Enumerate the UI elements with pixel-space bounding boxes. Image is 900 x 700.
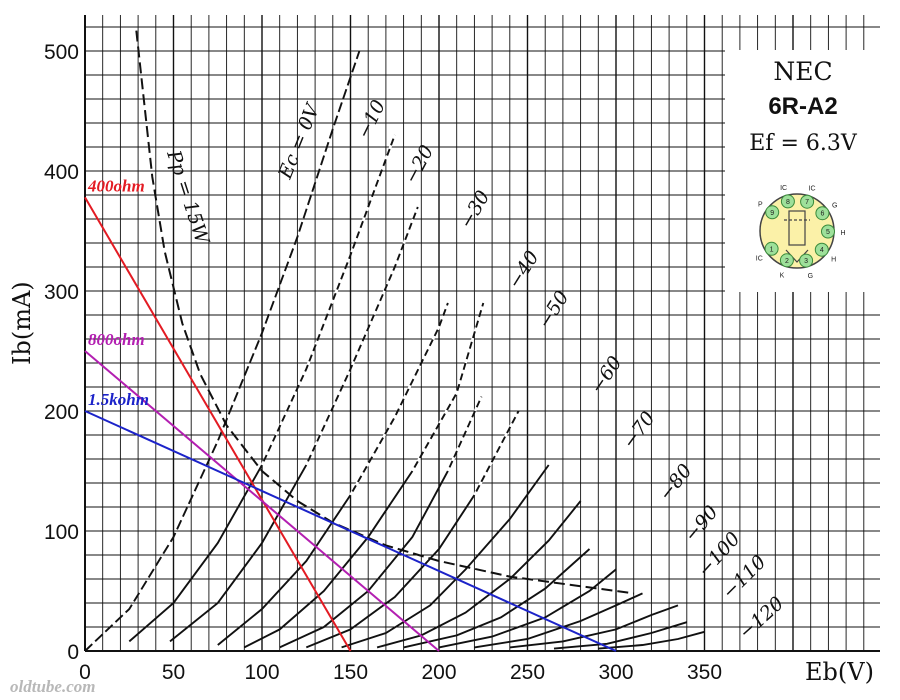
plot-grid [84, 15, 880, 652]
load-line-label: 800ohm [88, 330, 145, 349]
pin-function-label: IC [780, 185, 787, 192]
grid-bias-curves [84, 50, 705, 652]
y-axis-label: Ib(mA) [8, 281, 36, 365]
x-tick-label: 50 [162, 661, 185, 684]
pin-circle [800, 194, 815, 209]
grid-bias-curve [598, 630, 705, 650]
watermark: oldtube.com [10, 677, 95, 696]
curve-dash-overlay [473, 410, 520, 496]
y-tick-label: 500 [44, 41, 79, 64]
pin-function-label: IC [809, 186, 816, 193]
grid-bias-curve [403, 548, 591, 649]
pin-circle [815, 206, 830, 221]
pin-number: 9 [770, 210, 774, 217]
y-tick-label: 0 [67, 641, 79, 664]
pin-circle [764, 241, 779, 256]
pin-function-label: H [831, 257, 836, 264]
pin-function-label: K [780, 273, 785, 280]
load-line [84, 196, 352, 652]
pin-number: 7 [805, 199, 809, 206]
load-line [84, 350, 440, 652]
y-tick-label: 100 [44, 521, 79, 544]
pin-circle [765, 205, 780, 220]
grid-bias-curve [84, 50, 361, 652]
load-line-label: 1.5kohm [88, 390, 149, 409]
load-line [84, 410, 617, 652]
pin-function-label: IC [756, 255, 763, 262]
grid-bias-curve [509, 604, 679, 649]
pin-number: 3 [804, 258, 808, 265]
electrode-symbol [788, 210, 806, 246]
curve-dash-overlay [446, 396, 483, 472]
pin-circle [779, 253, 794, 268]
x-tick-label: 250 [510, 661, 545, 684]
grid-bias-curve [474, 592, 643, 649]
pin-number: 1 [770, 246, 774, 253]
pin-circle [799, 253, 814, 268]
y-tick-label: 200 [44, 401, 79, 424]
x-tick-label: 100 [244, 661, 279, 684]
y-tick-label: 400 [44, 161, 79, 184]
grid-bias-curve [438, 568, 617, 649]
pin-circle [821, 224, 835, 239]
pin-number: 6 [820, 211, 824, 218]
grid-bias-curve [376, 500, 582, 649]
tube-type-label: 6R-A2 [768, 93, 837, 120]
load-lines [84, 196, 617, 652]
curve-dash-overlay [260, 134, 397, 466]
curve-dash-overlay [411, 302, 485, 472]
pin-function-label: G [808, 273, 813, 280]
heater-voltage-label: Ef = 6.3V [749, 131, 858, 156]
x-tick-label: 200 [421, 661, 456, 684]
pin-number: 5 [826, 229, 830, 236]
manufacturer-label: NEC [773, 57, 832, 86]
pin-function-label: H [840, 230, 845, 237]
x-tick-label: 150 [333, 661, 368, 684]
pin-number: 4 [820, 247, 824, 254]
load-line-label: 400ohm [87, 176, 145, 195]
grid-bias-curve [305, 410, 520, 649]
y-tick-label: 300 [44, 281, 79, 304]
plate-dissipation-curve [135, 30, 634, 595]
curve-dash-overlay [349, 302, 450, 496]
grid-bias-curve [553, 621, 688, 650]
pin-number: 2 [785, 258, 789, 265]
pin-number: 8 [786, 199, 790, 206]
x-tick-label: 300 [598, 661, 633, 684]
load-line-labels: 400ohm 800ohm 1.5kohm [87, 176, 149, 409]
x-axis-label: Eb(V) [805, 658, 874, 686]
pin-function-label: P [758, 201, 763, 208]
pin-function-label: G [832, 203, 837, 210]
x-tick-label: 350 [687, 661, 722, 684]
x-tick-label: 0 [79, 661, 91, 684]
grid-bias-curve [341, 464, 550, 649]
pin-circle [780, 194, 795, 209]
axis-tick-labels: 0 50 100 150 200 250 300 350 0 100 200 300 400 500 [44, 41, 722, 684]
pin-circle [814, 242, 829, 257]
